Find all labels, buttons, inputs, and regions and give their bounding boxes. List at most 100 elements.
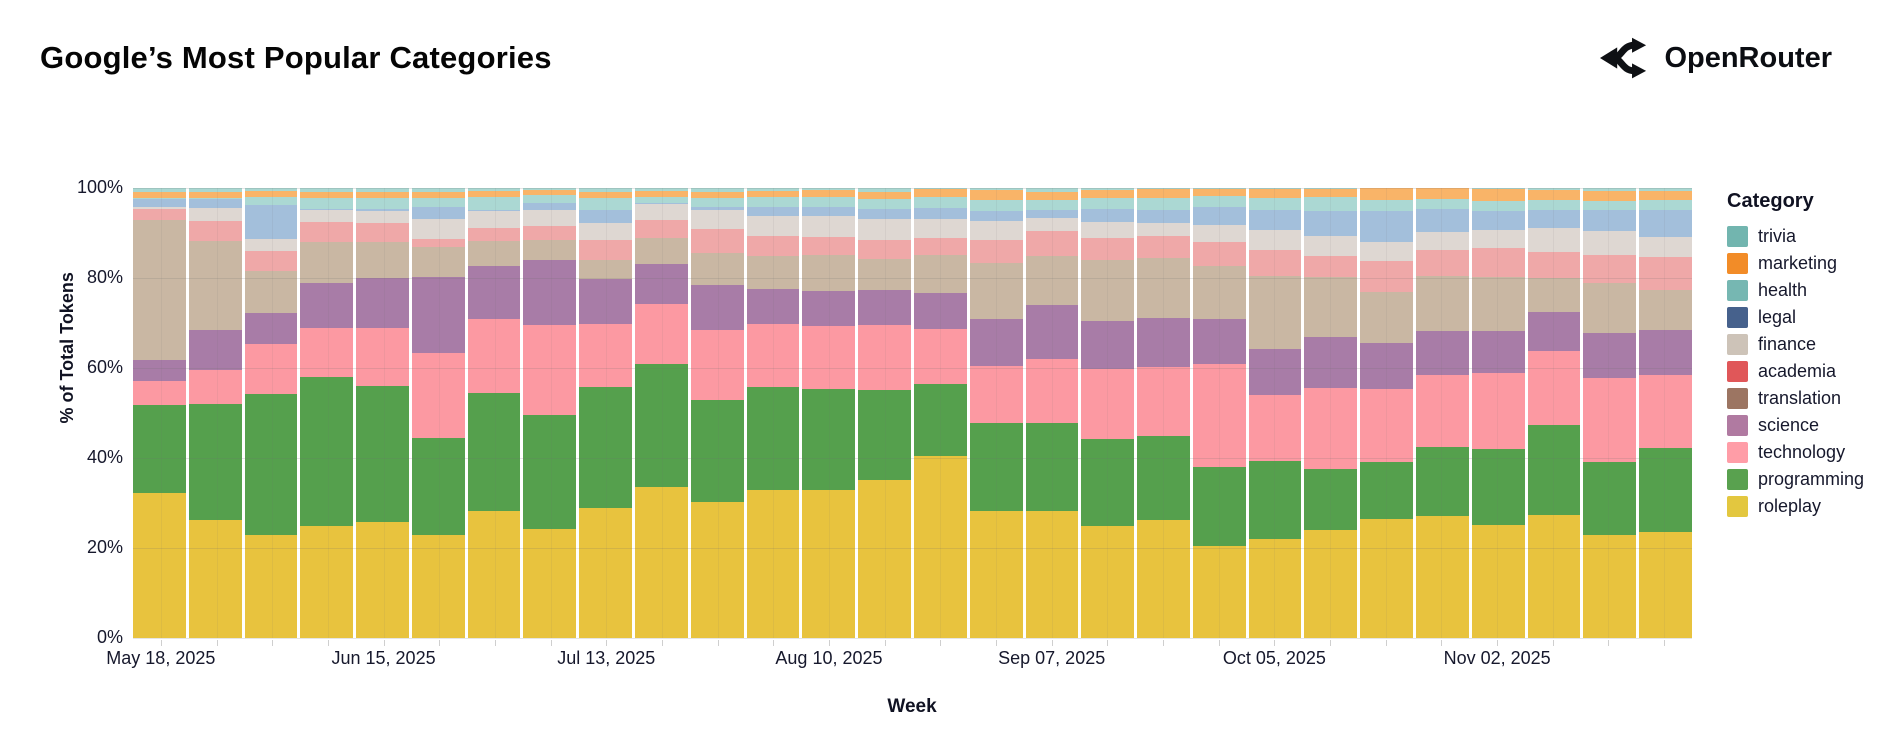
bar-segment-legal[interactable] xyxy=(300,208,354,211)
bar-segment-health[interactable] xyxy=(411,197,465,207)
bar-segment-science[interactable] xyxy=(1192,319,1246,364)
bar-segment-finance[interactable] xyxy=(1639,237,1692,257)
bar-segment-roleplay[interactable] xyxy=(1583,534,1637,638)
bar-segment-roleplay[interactable] xyxy=(913,456,967,638)
bar-segment-roleplay[interactable] xyxy=(1025,511,1079,638)
bar-segment-translation[interactable] xyxy=(579,259,633,280)
bar-segment-roleplay[interactable] xyxy=(858,479,911,638)
bar-segment-translation[interactable] xyxy=(1471,277,1525,331)
bar-segment-programming[interactable] xyxy=(523,414,577,530)
bar-segment-translation[interactable] xyxy=(1583,282,1637,333)
bar-segment-academia[interactable] xyxy=(1639,256,1692,290)
bar-segment-marketing[interactable] xyxy=(356,192,409,198)
bar-segment-trivia[interactable] xyxy=(1471,188,1525,189)
bar-segment-marketing[interactable] xyxy=(1192,188,1246,197)
bar[interactable] xyxy=(244,188,298,638)
bar-segment-health[interactable] xyxy=(802,196,856,207)
bar-segment-academia[interactable] xyxy=(969,240,1023,264)
bar-segment-science[interactable] xyxy=(969,319,1023,366)
bar[interactable] xyxy=(300,188,354,638)
bar-segment-roleplay[interactable] xyxy=(1137,520,1190,638)
bar-segment-marketing[interactable] xyxy=(1025,192,1079,200)
bar-segment-finance[interactable] xyxy=(356,210,409,223)
bar-segment-technology[interactable] xyxy=(1360,389,1413,462)
bar-segment-programming[interactable] xyxy=(1137,435,1190,521)
bar-segment-finance[interactable] xyxy=(300,210,354,223)
bar-segment-programming[interactable] xyxy=(133,405,186,494)
bar[interactable] xyxy=(579,188,633,638)
bar-segment-legal[interactable] xyxy=(244,205,298,240)
bar-segment-finance[interactable] xyxy=(1304,236,1358,256)
bar-segment-technology[interactable] xyxy=(635,304,688,364)
bar-segment-legal[interactable] xyxy=(1415,209,1469,233)
bar-segment-translation[interactable] xyxy=(1192,266,1246,320)
bar-segment-technology[interactable] xyxy=(300,328,354,377)
bar-segment-science[interactable] xyxy=(356,278,409,328)
bar-segment-finance[interactable] xyxy=(1471,229,1525,249)
bar-segment-trivia[interactable] xyxy=(1081,188,1135,190)
bar-segment-translation[interactable] xyxy=(969,263,1023,320)
bar-segment-trivia[interactable] xyxy=(300,188,354,193)
bar-segment-science[interactable] xyxy=(1360,342,1413,390)
bar[interactable] xyxy=(467,188,521,638)
bar[interactable] xyxy=(1192,188,1246,638)
bar-segment-health[interactable] xyxy=(1360,200,1413,212)
bar-segment-trivia[interactable] xyxy=(1137,188,1190,189)
bar-segment-technology[interactable] xyxy=(1192,363,1246,468)
bar-segment-marketing[interactable] xyxy=(1471,188,1525,201)
bar-segment-technology[interactable] xyxy=(523,324,577,415)
bar-segment-finance[interactable] xyxy=(913,218,967,239)
bar-segment-legal[interactable] xyxy=(1248,209,1302,231)
bar-segment-finance[interactable] xyxy=(969,220,1023,241)
bar-segment-academia[interactable] xyxy=(244,251,298,272)
bar-segment-marketing[interactable] xyxy=(746,191,800,198)
bar-segment-roleplay[interactable] xyxy=(133,493,186,638)
bar-segment-academia[interactable] xyxy=(690,229,744,253)
bar-segment-health[interactable] xyxy=(969,199,1023,211)
bar-segment-trivia[interactable] xyxy=(969,188,1023,191)
bar-segment-translation[interactable] xyxy=(244,271,298,314)
bar-segment-translation[interactable] xyxy=(1081,259,1135,321)
bar-segment-trivia[interactable] xyxy=(523,188,577,191)
bar-segment-programming[interactable] xyxy=(1304,468,1358,530)
bar-segment-translation[interactable] xyxy=(1025,256,1079,306)
bar-segment-legal[interactable] xyxy=(858,208,911,219)
bar-segment-marketing[interactable] xyxy=(467,191,521,198)
bar-segment-trivia[interactable] xyxy=(802,188,856,191)
bar-segment-health[interactable] xyxy=(858,198,911,209)
bar-segment-science[interactable] xyxy=(300,283,354,329)
bar-segment-academia[interactable] xyxy=(1360,260,1413,293)
bar-segment-marketing[interactable] xyxy=(858,192,911,199)
bar-segment-academia[interactable] xyxy=(746,235,800,256)
bar-segment-programming[interactable] xyxy=(300,376,354,526)
bar[interactable] xyxy=(523,188,577,638)
bar-segment-legal[interactable] xyxy=(1081,209,1135,223)
bar-segment-health[interactable] xyxy=(690,197,744,207)
bar-segment-technology[interactable] xyxy=(913,328,967,384)
bar-segment-translation[interactable] xyxy=(1248,275,1302,350)
bar-segment-academia[interactable] xyxy=(802,236,856,256)
bar-segment-finance[interactable] xyxy=(188,207,242,221)
bar-segment-programming[interactable] xyxy=(690,400,744,502)
bar-segment-science[interactable] xyxy=(411,277,465,354)
bar-segment-translation[interactable] xyxy=(133,220,186,361)
bar-segment-technology[interactable] xyxy=(858,324,911,390)
bar-segment-programming[interactable] xyxy=(1081,438,1135,527)
bar-segment-finance[interactable] xyxy=(467,210,521,228)
bar[interactable] xyxy=(635,188,688,638)
bar-segment-trivia[interactable] xyxy=(133,188,186,193)
bar-segment-roleplay[interactable] xyxy=(523,529,577,638)
bar-segment-legal[interactable] xyxy=(523,202,577,211)
bar-segment-science[interactable] xyxy=(1248,349,1302,395)
bar-segment-academia[interactable] xyxy=(467,227,521,241)
bar[interactable] xyxy=(1639,188,1692,638)
bar-segment-technology[interactable] xyxy=(1081,369,1135,439)
bar-segment-finance[interactable] xyxy=(1081,222,1135,238)
bar-segment-trivia[interactable] xyxy=(635,188,688,192)
bar-segment-translation[interactable] xyxy=(356,242,409,279)
bar[interactable] xyxy=(411,188,465,638)
bar-segment-marketing[interactable] xyxy=(523,190,577,195)
bar-segment-legal[interactable] xyxy=(969,210,1023,221)
bar-segment-translation[interactable] xyxy=(1137,257,1190,319)
bar-segment-marketing[interactable] xyxy=(411,192,465,198)
